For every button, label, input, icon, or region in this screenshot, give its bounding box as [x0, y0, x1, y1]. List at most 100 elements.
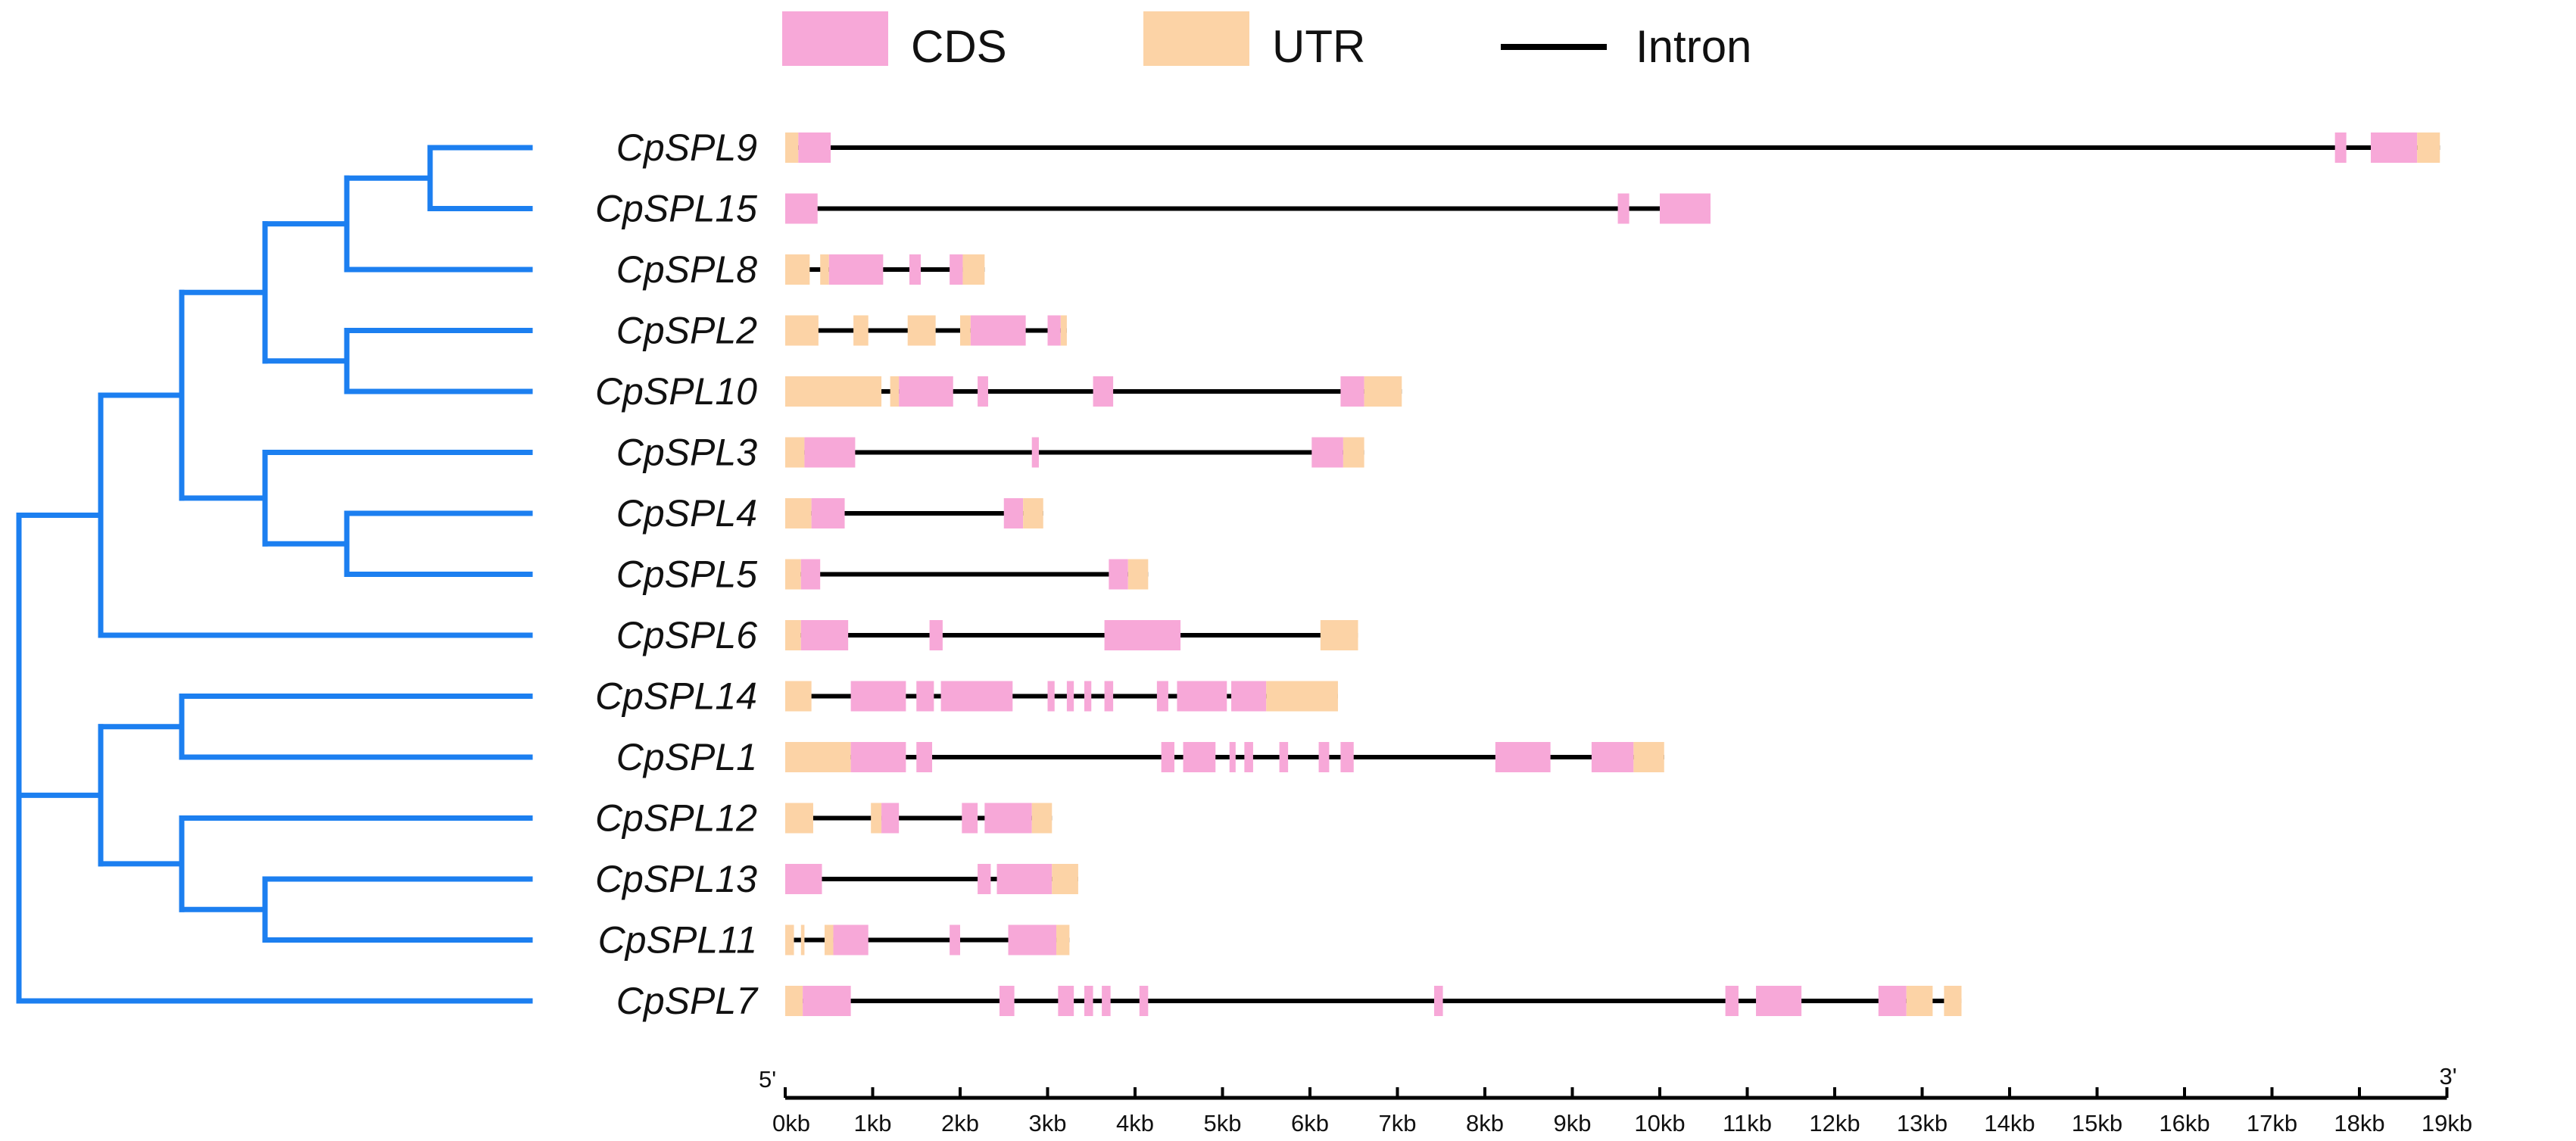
- axis-tick-label: 12kb: [1809, 1110, 1860, 1136]
- cds-block: [1311, 437, 1343, 468]
- cds-block: [970, 315, 1026, 346]
- utr-block: [1052, 864, 1078, 894]
- gene-structure-CpSPL3: [785, 437, 1364, 468]
- axis-tick-label: 15kb: [2072, 1110, 2122, 1136]
- cds-block: [909, 254, 922, 285]
- cds-block: [978, 376, 988, 407]
- gene-structure-CpSPL14: [785, 681, 1338, 712]
- gene-structure-CpSPL11: [785, 924, 1070, 956]
- intron-line: [785, 694, 1338, 699]
- gene-structure-CpSPL13: [785, 864, 1078, 894]
- cds-block: [1084, 681, 1092, 712]
- cds-block: [833, 924, 869, 956]
- intron-line: [785, 937, 1070, 943]
- utr-block: [785, 498, 812, 528]
- utr-block: [853, 315, 869, 346]
- cds-block: [1340, 376, 1364, 407]
- cds-block: [984, 803, 1032, 834]
- legend-utr-label: UTR: [1272, 21, 1365, 72]
- utr-block: [1266, 681, 1338, 712]
- utr-block: [1023, 498, 1043, 528]
- cds-block: [2371, 132, 2418, 163]
- cds-block: [1058, 986, 1074, 1016]
- utr-block: [1056, 924, 1070, 956]
- axis-tick-label: 7kb: [1379, 1110, 1417, 1136]
- cds-block: [929, 620, 943, 650]
- cds-block: [1495, 742, 1551, 772]
- cds-block: [1340, 742, 1354, 772]
- cds-block: [1003, 498, 1024, 528]
- cds-block: [1591, 742, 1634, 772]
- utr-block: [1906, 986, 1933, 1016]
- axis-tick-label: 11kb: [1723, 1110, 1772, 1136]
- utr-block: [1633, 742, 1664, 772]
- gene-structure-CpSPL1: [785, 742, 1664, 772]
- cds-block: [1093, 376, 1114, 407]
- cds-block: [950, 254, 963, 285]
- utr-block: [785, 132, 799, 163]
- cds-block: [1617, 193, 1629, 224]
- axis-tick-label: 0kb: [772, 1110, 810, 1136]
- utr-block: [1127, 559, 1149, 590]
- cds-block: [798, 132, 831, 163]
- cds-block: [850, 681, 906, 712]
- axis-tick-label: 19kb: [2422, 1110, 2472, 1136]
- cds-block: [1102, 986, 1111, 1016]
- axis-tick-label: 2kb: [941, 1110, 979, 1136]
- utr-block: [907, 315, 936, 346]
- utr-block: [785, 559, 801, 590]
- utr-block: [1060, 315, 1067, 346]
- axis-tick-label: 4kb: [1116, 1110, 1154, 1136]
- cds-block: [1229, 742, 1236, 772]
- cds-block: [881, 803, 900, 834]
- gene-label-CpSPL12: CpSPL12: [595, 797, 757, 840]
- cds-block: [978, 864, 991, 894]
- legend-cds-swatch: [782, 11, 888, 66]
- cds-block: [1878, 986, 1907, 1016]
- cds-block: [1244, 742, 1253, 772]
- cds-block: [1031, 437, 1039, 468]
- cds-block: [950, 924, 960, 956]
- gene-structure-CpSPL10: [785, 376, 1402, 407]
- gene-label-CpSPL5: CpSPL5: [616, 553, 757, 596]
- gene-structure-CpSPL15: [785, 193, 1711, 224]
- cds-block: [1725, 986, 1739, 1016]
- utr-block: [785, 254, 810, 285]
- phylogenetic-tree: [16, 145, 533, 1004]
- utr-block: [871, 803, 882, 834]
- axis-tick-label: 10kb: [1634, 1110, 1685, 1136]
- cds-block: [899, 376, 953, 407]
- cds-block: [800, 620, 849, 650]
- utr-block: [785, 924, 794, 956]
- cds-block: [916, 742, 933, 772]
- intron-line: [785, 633, 1358, 638]
- cds-block: [1047, 315, 1061, 346]
- intron-line: [785, 450, 1364, 455]
- utr-block: [1364, 376, 1402, 407]
- cds-block: [1756, 986, 1802, 1016]
- utr-block: [785, 620, 801, 650]
- cds-block: [1066, 681, 1074, 712]
- intron-line: [785, 145, 2440, 150]
- gene-structure-CpSPL2: [785, 315, 1067, 346]
- gene-label-CpSPL1: CpSPL1: [616, 736, 757, 778]
- legend-intron-label: Intron: [1636, 21, 1751, 72]
- cds-block: [785, 864, 822, 894]
- gene-label-CpSPL7: CpSPL7: [616, 980, 759, 1022]
- intron-line: [785, 511, 1043, 516]
- cds-block: [828, 254, 884, 285]
- intron-line: [785, 755, 1664, 759]
- cds-block: [1231, 681, 1267, 712]
- gene-label-CpSPL15: CpSPL15: [595, 188, 757, 230]
- utr-block: [962, 254, 985, 285]
- cds-block: [2334, 132, 2347, 163]
- intron-line: [785, 999, 1962, 1003]
- axis-tick-label: 18kb: [2334, 1110, 2384, 1136]
- gene-label-CpSPL3: CpSPL3: [616, 432, 757, 474]
- cds-block: [1104, 681, 1114, 712]
- utr-block: [1343, 437, 1364, 468]
- utr-block: [785, 437, 805, 468]
- cds-block: [785, 193, 818, 224]
- utr-block: [1031, 803, 1053, 834]
- utr-block: [785, 376, 882, 407]
